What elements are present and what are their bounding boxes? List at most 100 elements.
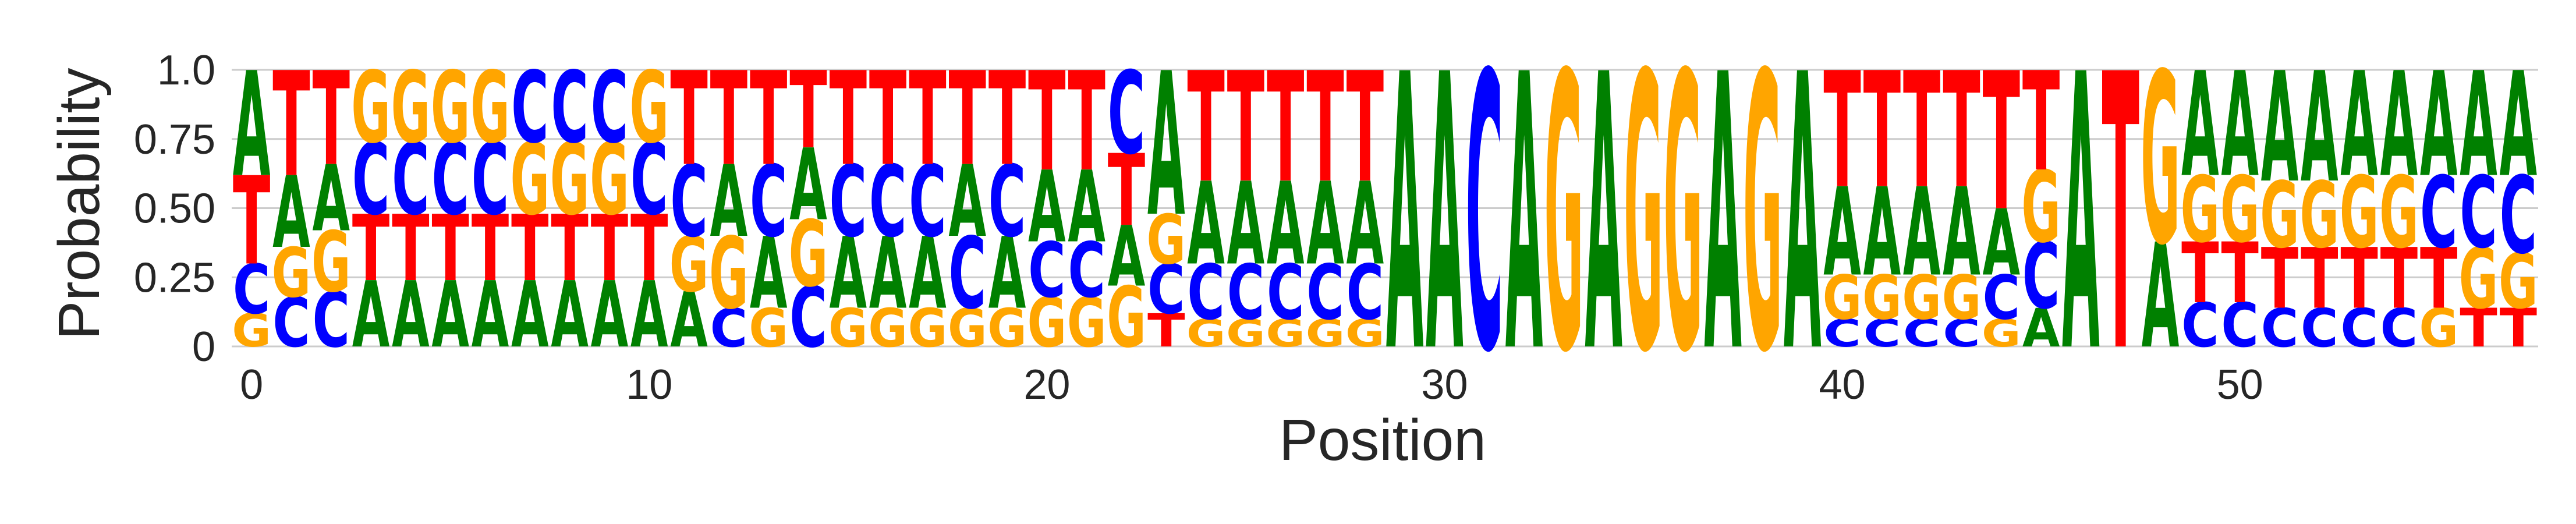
- logo-letter-C: C: [750, 144, 788, 259]
- logo-letter-C: C: [352, 122, 390, 237]
- logo-letter-A: A: [670, 277, 708, 364]
- logo-letter-G: G: [1027, 283, 1067, 363]
- logo-letter-C: C: [1943, 311, 1980, 356]
- logo-letter-A: A: [2500, 41, 2538, 209]
- logo-letter-C: C: [1983, 263, 2021, 333]
- logo-letter-G: G: [1823, 263, 1862, 334]
- logo-letter-A: A: [630, 262, 668, 368]
- y-axis-title: Probability: [47, 68, 112, 340]
- logo-letter-G: G: [987, 298, 1027, 359]
- logo-letter-G: G: [2300, 163, 2340, 268]
- logo-letter-A: A: [1227, 159, 1265, 291]
- logo-letter-A: A: [1147, 31, 1185, 261]
- logo-letter-T: T: [2261, 230, 2299, 328]
- logo-letter-A: A: [313, 146, 350, 252]
- logo-letter-A: A: [1108, 208, 1146, 305]
- logo-letter-A: A: [1267, 159, 1305, 291]
- x-tick-labels: 0 10 20 30 40 50: [240, 362, 2263, 408]
- logo-letter-T: T: [472, 196, 509, 302]
- logo-letter-T: T: [789, 49, 827, 173]
- logo-letter-G: G: [391, 51, 431, 165]
- logo-letter-C: C: [2181, 291, 2219, 361]
- logo-letter-C: C: [431, 122, 469, 237]
- logo-letter-G: G: [1107, 270, 1146, 367]
- logo-letter-C: C: [1147, 251, 1185, 330]
- logo-letter-A: A: [789, 128, 827, 243]
- logo-letter-G: G: [1306, 311, 1345, 355]
- logo-letter-A: A: [431, 262, 469, 368]
- logo-letter-G: G: [470, 51, 510, 165]
- logo-letter-T: T: [313, 45, 350, 195]
- logo-letter-G: G: [550, 123, 590, 238]
- logo-letter-C: C: [2380, 298, 2418, 360]
- logo-letter-C: C: [789, 270, 827, 367]
- y-tick-label: 1.0: [157, 47, 215, 94]
- logo-letter-C: C: [1903, 311, 1941, 356]
- logo-letter-A: A: [1386, 0, 1424, 436]
- logo-letter-C: C: [2460, 155, 2497, 270]
- logo-letter-T: T: [830, 45, 867, 195]
- logo-letter-G: G: [1226, 311, 1266, 355]
- logo-letter-A: A: [1863, 163, 1901, 304]
- logo-letter-T: T: [949, 45, 986, 195]
- logo-letter-A: A: [1704, 0, 1742, 436]
- logo-letter-A: A: [392, 262, 430, 368]
- logo-letter-A: A: [2380, 41, 2418, 209]
- logo-letter-A: A: [2420, 41, 2458, 209]
- logo-letter-T: T: [2460, 298, 2497, 359]
- x-tick-label: 10: [626, 362, 672, 408]
- logo-letter-C: C: [1187, 249, 1225, 337]
- x-tick-label: 40: [1819, 362, 1866, 408]
- logo-letter-G: G: [2260, 163, 2299, 268]
- logo-letter-T: T: [2340, 230, 2378, 328]
- logo-letter-A: A: [988, 217, 1026, 331]
- logo-letter-G: G: [1982, 311, 2021, 355]
- logo-letter-G: G: [431, 51, 470, 165]
- logo-letter-T: T: [272, 42, 310, 210]
- logo-letter-A: A: [1943, 163, 1980, 304]
- logo-letter-T: T: [511, 196, 548, 302]
- logo-letter-T: T: [1943, 39, 1980, 224]
- logo-letter-G: G: [1862, 263, 1902, 334]
- logo-letter-G: G: [749, 298, 788, 359]
- logo-letter-C: C: [2221, 291, 2259, 361]
- logo-letter-G: G: [1624, 0, 1663, 436]
- logo-letter-A: A: [233, 41, 271, 209]
- logo-letter-C: C: [948, 217, 986, 331]
- logo-letter-C: C: [2022, 223, 2060, 329]
- logo-letter-G: G: [1266, 311, 1305, 355]
- logo-letter-C: C: [1267, 249, 1305, 337]
- logo-letter-G: G: [351, 51, 391, 165]
- logo-letter-C: C: [2420, 155, 2458, 270]
- logo-letter-C: C: [1823, 311, 1861, 356]
- logo-letter-A: A: [272, 156, 310, 271]
- x-tick-label: 50: [2217, 362, 2263, 408]
- logo-letter-G: G: [511, 123, 550, 238]
- logo-letter-C: C: [2261, 298, 2299, 360]
- y-tick-label: 0.50: [134, 186, 215, 232]
- logo-letter-G: G: [868, 298, 908, 359]
- logo-letter-G: G: [272, 233, 311, 313]
- logo-letter-A: A: [1426, 0, 1464, 436]
- logo-letter-A: A: [2340, 41, 2378, 209]
- logo-letter-G: G: [1544, 0, 1584, 436]
- logo-letter-C: C: [710, 298, 748, 360]
- logo-letter-G: G: [789, 202, 828, 307]
- logo-letter-A: A: [2062, 0, 2100, 436]
- logo-letter-G: G: [709, 217, 749, 331]
- logo-letter-A: A: [352, 262, 390, 368]
- logo-letter-T: T: [988, 45, 1026, 195]
- logo-letter-A: A: [869, 217, 907, 331]
- logo-letter-C: C: [551, 51, 589, 165]
- logo-letter-T: T: [2022, 44, 2060, 203]
- logo-letter-T: T: [2102, 0, 2140, 436]
- logo-letter-A: A: [2460, 41, 2497, 209]
- logo-letter-G: G: [311, 214, 351, 311]
- logo-letter-A: A: [1068, 150, 1105, 265]
- logo-letter-A: A: [2261, 40, 2299, 217]
- logo-letter-G: G: [2340, 157, 2379, 271]
- logo-letter-G: G: [2021, 151, 2061, 265]
- logo-letter-A: A: [2022, 298, 2060, 359]
- logo-letter-C: C: [1068, 227, 1105, 315]
- logo-letter-A: A: [1983, 190, 2021, 296]
